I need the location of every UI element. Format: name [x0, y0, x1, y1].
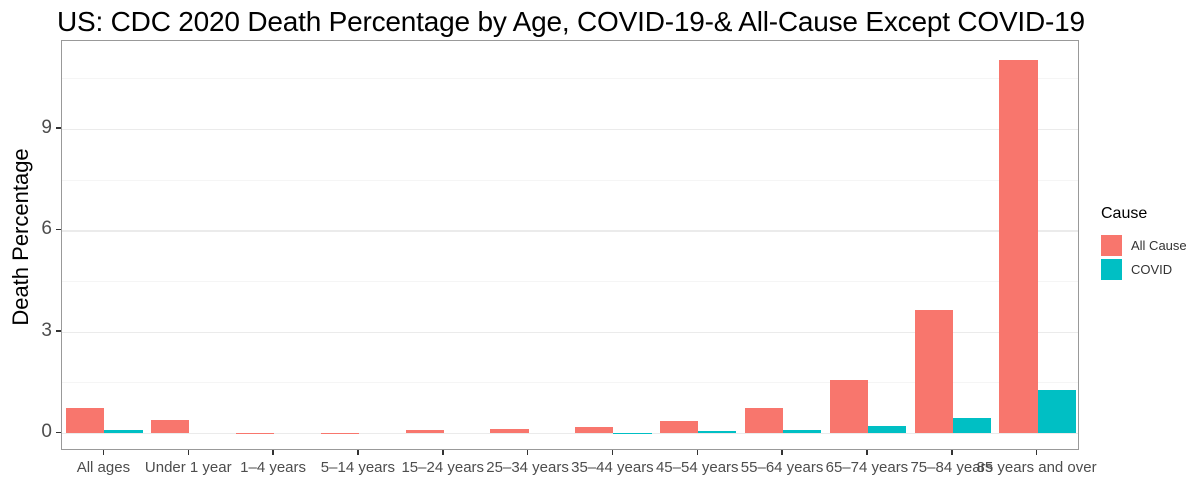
x-tick-mark — [187, 450, 189, 455]
x-tick-label: 45–54 years — [655, 459, 739, 476]
gridline-minor — [62, 382, 1078, 384]
bar-covid — [1037, 390, 1076, 433]
gridline-minor — [62, 179, 1078, 181]
x-tick-mark — [1035, 450, 1038, 455]
bar-all-cause — [914, 310, 953, 433]
bar-all-cause — [151, 420, 190, 433]
legend-item-all-cause: All Cause — [1101, 235, 1187, 256]
legend: Cause All Cause COVID — [1101, 205, 1187, 283]
x-tick-label: 15–24 years — [401, 459, 485, 476]
y-tick-mark — [56, 127, 61, 129]
gridline-major — [62, 433, 1078, 435]
y-tick-mark — [56, 228, 61, 231]
x-tick-mark — [781, 450, 783, 455]
legend-swatch-all-cause-icon — [1101, 235, 1122, 256]
x-tick-mark — [696, 450, 698, 455]
legend-label-all-cause: All Cause — [1131, 238, 1187, 253]
x-tick-mark — [866, 450, 868, 455]
y-tick-label: 3 — [41, 319, 52, 341]
x-tick-label: 85 years and over — [976, 459, 1097, 476]
x-tick-label: All ages — [76, 459, 131, 476]
gridline-major — [62, 230, 1078, 232]
x-tick-mark — [951, 450, 953, 455]
y-tick-label: 9 — [41, 116, 52, 138]
legend-label-covid: COVID — [1131, 262, 1173, 277]
legend-item-covid: COVID — [1101, 259, 1187, 280]
x-tick-label: 1–4 years — [240, 459, 307, 476]
x-tick-mark — [611, 450, 614, 455]
bar-all-cause — [744, 408, 784, 433]
x-tick-mark — [357, 450, 359, 455]
gridline-major — [62, 128, 1078, 131]
plot-panel — [61, 40, 1079, 450]
bar-all-cause — [999, 59, 1038, 433]
bar-all-cause — [490, 428, 529, 433]
bar-all-cause — [575, 426, 614, 433]
bar-covid — [104, 429, 143, 433]
y-tick-mark — [56, 431, 61, 433]
x-tick-label: 75–84 years — [910, 459, 994, 476]
x-tick-label: 5–14 years — [320, 459, 396, 476]
legend-title: Cause — [1101, 205, 1148, 222]
bar-all-cause — [405, 430, 444, 433]
gridline-minor — [62, 78, 1078, 80]
bar-covid — [952, 417, 991, 433]
bar-covid — [867, 426, 907, 433]
legend-swatch-covid-icon — [1101, 259, 1122, 280]
bar-all-cause — [829, 380, 868, 433]
gridline-major — [62, 331, 1078, 334]
x-tick-mark — [442, 450, 444, 455]
x-tick-mark — [526, 450, 529, 455]
bar-all-cause — [660, 421, 699, 433]
bar-all-cause — [66, 408, 105, 433]
x-tick-label: Under 1 year — [144, 459, 232, 476]
bar-covid — [698, 431, 737, 433]
x-tick-label: 55–64 years — [740, 459, 824, 476]
y-tick-label: 6 — [41, 218, 52, 240]
gridline-minor — [62, 280, 1078, 282]
chart-title: US: CDC 2020 Death Percentage by Age, CO… — [57, 6, 1085, 37]
bar-covid — [783, 429, 822, 433]
y-tick-label: 0 — [41, 421, 52, 442]
x-tick-mark — [272, 450, 274, 455]
x-tick-label: 35–44 years — [571, 459, 654, 476]
x-tick-label: 65–74 years — [825, 459, 909, 476]
x-tick-label: 25–34 years — [486, 459, 569, 476]
y-tick-mark — [56, 330, 61, 332]
x-tick-mark — [102, 450, 105, 455]
